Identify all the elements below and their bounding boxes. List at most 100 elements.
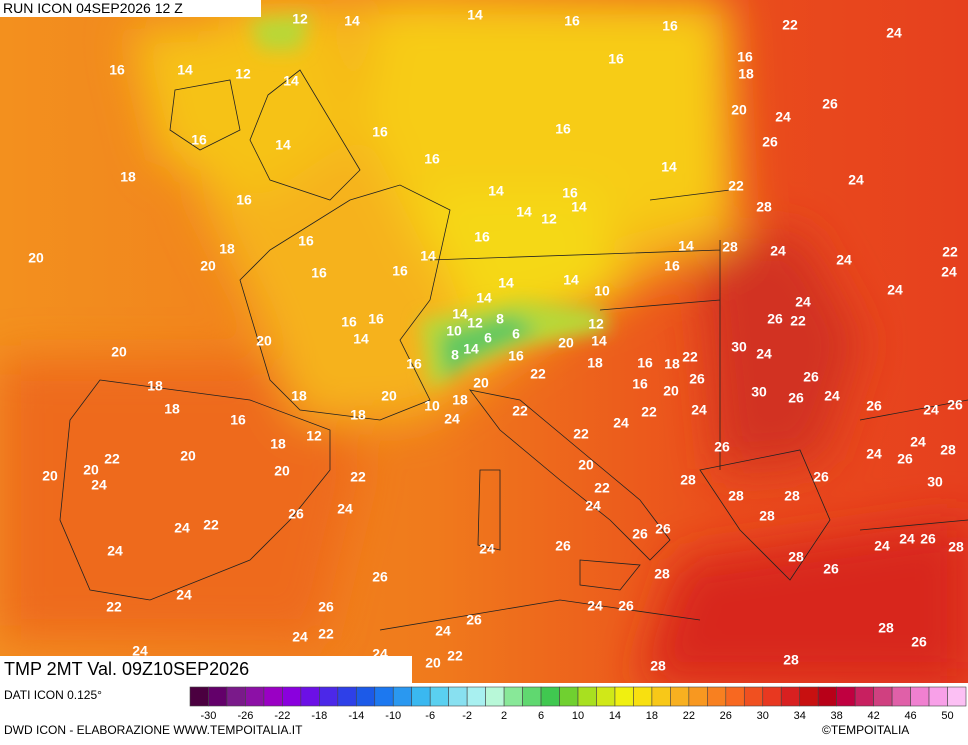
temperature-label: 16	[555, 121, 571, 137]
temperature-label: 26	[714, 439, 730, 455]
temperature-label: 20	[180, 448, 196, 464]
temperature-label: 22	[512, 403, 528, 419]
scale-swatch	[817, 686, 837, 707]
temperature-label: 28	[722, 239, 738, 255]
temperature-label: 8	[451, 347, 459, 363]
scale-swatch	[891, 686, 911, 707]
scale-swatch	[503, 686, 523, 707]
scale-swatch	[355, 686, 376, 707]
scale-tick-label: -10	[385, 710, 401, 722]
temperature-label: 14	[591, 333, 607, 349]
temperature-label: 26	[822, 96, 838, 112]
scale-swatch	[725, 686, 745, 707]
temperature-label: 18	[164, 401, 180, 417]
temperature-label: 26	[555, 538, 571, 554]
scale-tick-label: 38	[831, 710, 843, 722]
temperature-label: 22	[104, 451, 120, 467]
temperature-label: 14	[571, 199, 587, 215]
scale-swatch	[688, 686, 708, 707]
temperature-label: 16	[109, 62, 125, 78]
temperature-label: 28	[788, 549, 804, 565]
scale-swatch	[245, 686, 265, 707]
temperature-field	[0, 0, 968, 683]
temperature-label: 16	[637, 355, 653, 371]
temperature-label: 26	[920, 531, 936, 547]
run-title: RUN ICON 04SEP2026 12 Z	[0, 0, 261, 17]
temperature-label: 20	[473, 375, 489, 391]
temperature-label: 16	[311, 265, 327, 281]
temperature-label: 24	[866, 446, 882, 462]
temperature-label: 28	[728, 488, 744, 504]
scale-swatch	[300, 686, 320, 707]
temperature-label: 24	[691, 402, 707, 418]
brand: ©TEMPOITALIA	[822, 723, 910, 737]
scale-swatch	[392, 686, 413, 707]
temperature-label: 22	[790, 313, 806, 329]
temperature-label: 24	[613, 415, 629, 431]
scale-tick-label: 34	[794, 710, 806, 722]
temperature-label: 30	[927, 474, 943, 490]
scale-tick-label: -18	[311, 710, 327, 722]
temperature-label: 20	[111, 344, 127, 360]
temperature-label: 22	[447, 648, 463, 664]
scale-tick-label: 42	[867, 710, 879, 722]
temperature-label: 24	[479, 541, 495, 557]
scale-tick-label: 46	[904, 710, 916, 722]
temperature-label: 26	[689, 371, 705, 387]
temperature-label: 18	[270, 436, 286, 452]
temperature-label: 20	[28, 250, 44, 266]
temperature-label: 22	[682, 349, 698, 365]
temperature-label: 22	[728, 178, 744, 194]
scale-tick-label: -30	[201, 710, 217, 722]
scale-swatch	[522, 686, 542, 707]
temperature-label: 28	[680, 472, 696, 488]
scale-swatch	[873, 686, 893, 707]
scale-swatch	[614, 686, 634, 707]
temperature-label: 14	[463, 341, 479, 357]
scale-tick-label: 30	[757, 710, 769, 722]
scale-tick-label: -2	[462, 710, 472, 722]
temperature-label: 16	[737, 49, 753, 65]
temperature-label: 28	[784, 488, 800, 504]
temperature-label: 24	[874, 538, 890, 554]
temperature-label: 10	[424, 398, 440, 414]
temperature-label: 16	[392, 263, 408, 279]
borders	[59, 69, 968, 631]
temperature-label: 16	[191, 132, 207, 148]
temperature-label: 10	[446, 323, 462, 339]
temperature-label: 16	[236, 192, 252, 208]
temperature-label: 18	[587, 355, 603, 371]
temperature-label: 26	[788, 390, 804, 406]
temperature-label: 26	[866, 398, 882, 414]
temperature-label: 16	[608, 51, 624, 67]
temperature-label: 14	[275, 137, 291, 153]
alps-field	[250, 15, 610, 390]
temperature-label: 20	[200, 258, 216, 274]
temperature-label: 28	[948, 539, 964, 555]
temperature-label: 20	[42, 468, 58, 484]
temperature-label: 18	[291, 388, 307, 404]
scale-swatch	[670, 686, 690, 707]
temperature-label: 12	[235, 66, 251, 82]
scale-swatch	[208, 686, 228, 707]
temperature-label: 28	[654, 566, 670, 582]
map: 12 14 14 16 16 22 24 16 14 12 14 16 16 18 16 14 16 18 16 16…	[0, 0, 968, 683]
temperature-label: 14	[353, 331, 369, 347]
temperature-label: 20	[256, 333, 272, 349]
temperature-label: 16	[662, 18, 678, 34]
scale-tick-label: -22	[274, 710, 290, 722]
scale-tick-label: -6	[425, 710, 435, 722]
temperature-label: 26	[288, 506, 304, 522]
temperature-label: 18	[120, 169, 136, 185]
scale-tick-label: 18	[646, 710, 658, 722]
temperature-label: 12	[306, 428, 322, 444]
temperature-label: 22	[942, 244, 958, 260]
temperature-label: 24	[899, 531, 915, 547]
temperature-label: 24	[775, 109, 791, 125]
scale-swatch	[374, 686, 394, 707]
temperature-label: 22	[203, 517, 219, 533]
temperature-label: 18	[452, 392, 468, 408]
temperature-label: 16	[424, 151, 440, 167]
temperature-label: 24	[337, 501, 353, 517]
temperature-label: 24	[848, 172, 864, 188]
